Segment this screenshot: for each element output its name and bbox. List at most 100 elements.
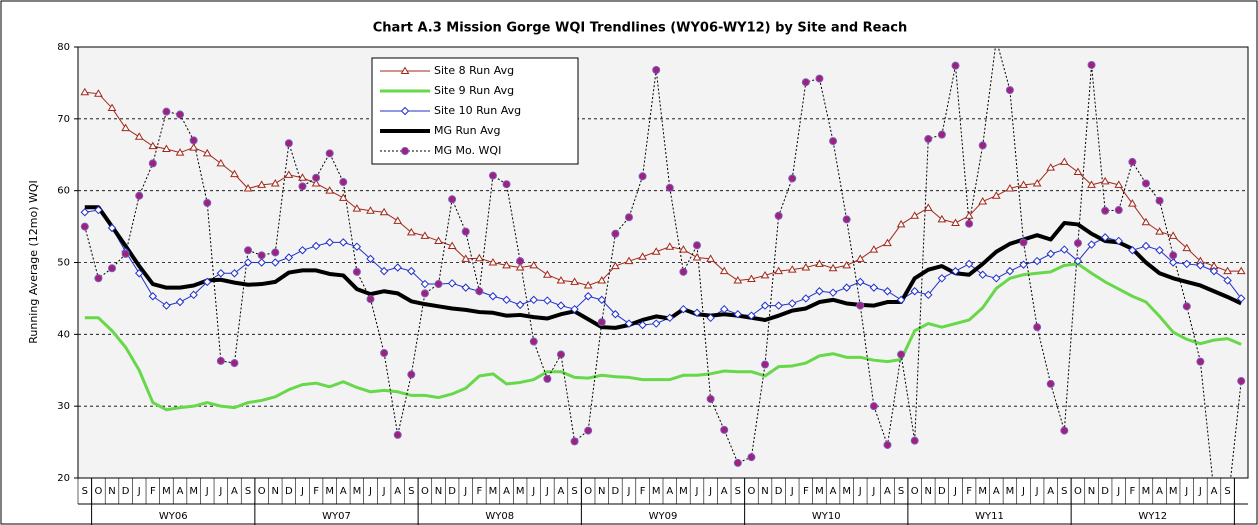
data-point	[135, 191, 144, 200]
data-point	[869, 245, 879, 253]
x-tick-label: M	[652, 486, 661, 497]
data-point	[611, 229, 620, 238]
data-point	[556, 350, 565, 359]
data-point	[366, 295, 375, 304]
data-point	[529, 260, 539, 269]
data-point	[652, 65, 661, 74]
data-point	[761, 360, 770, 369]
data-point	[937, 130, 946, 139]
data-point	[1060, 245, 1069, 254]
data-point	[244, 246, 253, 255]
data-point	[80, 208, 90, 217]
x-tick-label: A	[558, 486, 565, 497]
legend-label: Site 9 Run Avg	[434, 84, 514, 97]
data-point	[1168, 258, 1178, 267]
x-tick-label: M	[679, 486, 688, 497]
data-point	[897, 350, 906, 359]
data-point	[842, 283, 851, 292]
x-tick-label: S	[735, 486, 741, 497]
x-tick-label: O	[258, 486, 266, 497]
x-tick-label: J	[382, 486, 386, 497]
data-point	[692, 252, 702, 261]
data-point	[325, 186, 335, 194]
x-tick-label: O	[421, 486, 429, 497]
data-point	[420, 279, 430, 289]
data-point	[842, 215, 851, 224]
data-point	[148, 141, 158, 150]
data-point	[1182, 243, 1192, 252]
data-point	[638, 252, 647, 260]
data-point	[162, 301, 171, 310]
data-point	[1005, 266, 1015, 276]
x-group-label: WY08	[485, 511, 514, 522]
x-tick-label: A	[993, 486, 1000, 497]
data-point	[1046, 249, 1055, 259]
data-point	[366, 206, 375, 214]
data-point	[475, 287, 484, 296]
x-tick-label: A	[830, 486, 837, 497]
x-group-label: WY10	[812, 511, 841, 522]
data-point	[964, 259, 974, 269]
data-point	[638, 172, 647, 181]
data-point	[379, 266, 389, 276]
x-tick-label: F	[313, 486, 319, 497]
x-tick-label: A	[394, 486, 401, 497]
data-point	[733, 275, 743, 284]
x-tick-label: F	[476, 486, 482, 497]
data-point	[1032, 256, 1042, 266]
x-tick-label: J	[463, 486, 467, 497]
data-point	[271, 258, 280, 267]
data-point	[1019, 260, 1028, 269]
y-axis-label: Running Average (12mo) WQI	[27, 180, 40, 344]
x-tick-label: J	[871, 486, 875, 497]
x-tick-label: O	[911, 486, 919, 497]
data-point	[339, 238, 348, 247]
data-point	[434, 280, 443, 289]
data-point	[1155, 196, 1164, 205]
data-point	[189, 136, 198, 145]
x-tick-label: J	[545, 486, 549, 497]
x-group-label: WY09	[649, 511, 678, 522]
data-point	[529, 337, 538, 346]
data-point	[502, 180, 511, 189]
data-point	[1087, 60, 1096, 69]
x-tick-label: M	[516, 486, 525, 497]
data-point	[271, 248, 280, 257]
data-point	[869, 283, 879, 292]
x-tick-label: A	[666, 486, 673, 497]
data-point	[1182, 259, 1191, 269]
data-point	[202, 148, 212, 157]
data-point	[407, 370, 416, 379]
x-tick-label: S	[1224, 486, 1230, 497]
data-point	[311, 241, 321, 251]
x-tick-label: S	[571, 486, 577, 497]
data-point	[121, 123, 130, 132]
data-point	[665, 313, 675, 323]
x-tick-label: J	[300, 486, 304, 497]
data-point	[1073, 167, 1083, 175]
data-point	[406, 227, 416, 236]
data-point	[1019, 180, 1028, 188]
data-point	[583, 292, 593, 301]
data-point	[1073, 256, 1083, 266]
data-point	[257, 258, 266, 267]
x-tick-label: J	[627, 486, 631, 497]
x-tick-label: J	[858, 486, 862, 497]
data-point	[1114, 206, 1123, 215]
y-tick-label: 20	[57, 473, 70, 484]
data-point	[447, 279, 457, 288]
data-point	[924, 134, 933, 143]
data-point	[856, 301, 865, 310]
data-point	[815, 74, 824, 83]
data-point	[638, 320, 647, 330]
data-point	[420, 231, 430, 239]
data-point	[94, 205, 103, 215]
data-point	[883, 287, 892, 296]
data-point	[570, 304, 579, 314]
x-tick-label: O	[584, 486, 592, 497]
y-tick-label: 40	[57, 329, 70, 340]
data-point	[1169, 251, 1178, 260]
data-point	[1223, 276, 1232, 285]
data-point	[474, 253, 484, 262]
plot-series	[80, 47, 1246, 478]
